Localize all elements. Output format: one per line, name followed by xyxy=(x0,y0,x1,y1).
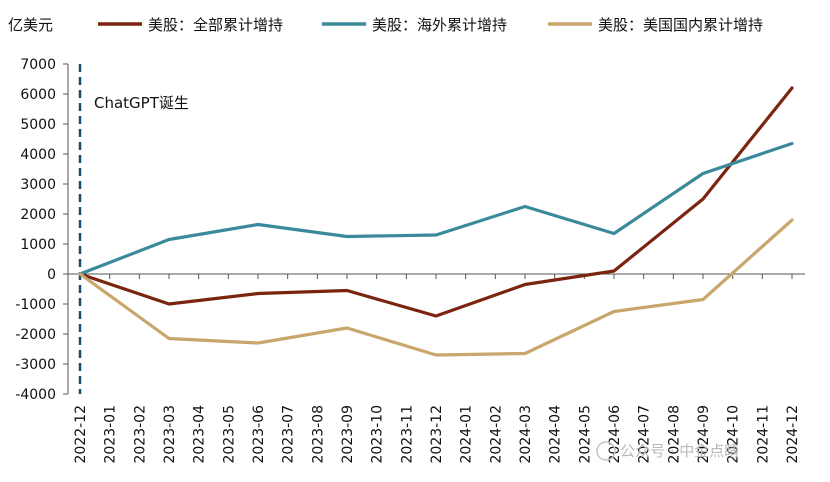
legend-label: 美股：全部累计增持 xyxy=(148,16,283,34)
series-line-3 xyxy=(78,218,794,357)
x-tick-label: 2023-03 xyxy=(162,405,178,464)
y-tick-label: 4000 xyxy=(20,147,56,163)
x-tick-label: 2024-05 xyxy=(577,405,593,464)
y-tick-label: -1000 xyxy=(15,297,56,313)
watermark: 公众号 · 中金点睛 xyxy=(596,441,739,461)
watermark-text: 公众号 · 中金点睛 xyxy=(620,442,739,460)
y-tick-label: 5000 xyxy=(20,117,56,133)
y-tick-label: 2000 xyxy=(20,207,56,223)
y-tick-label: 7000 xyxy=(20,57,56,73)
y-axis-ticks: 7000 6000 5000 4000 3000 2000 1000 0 -1000 -2000 -… xyxy=(15,57,68,403)
x-tick-label: 2024-07 xyxy=(637,405,653,464)
x-tick-label: 2024-06 xyxy=(607,405,623,464)
y-tick-label: -4000 xyxy=(15,387,56,403)
y-tick-label: -2000 xyxy=(15,327,56,343)
series-line-2 xyxy=(78,141,794,276)
series-line-1 xyxy=(78,86,794,318)
series-group xyxy=(78,86,794,357)
x-tick-label: 2023-08 xyxy=(310,405,326,464)
x-tick-label: 2023-12 xyxy=(429,405,445,464)
y-tick-label: 0 xyxy=(47,267,56,283)
x-tick-label: 2024-02 xyxy=(488,405,504,464)
x-tick-label: 2024-10 xyxy=(726,405,742,464)
x-tick-label: 2024-08 xyxy=(666,405,682,464)
x-tick-label: 2024-01 xyxy=(459,405,475,464)
x-tick-label: 2024-03 xyxy=(518,405,534,464)
x-tick-label: 2023-05 xyxy=(221,405,237,464)
chatgpt-annotation: ChatGPT诞生 xyxy=(94,94,189,112)
legend-label: 美股：美国国内累计增持 xyxy=(598,16,763,34)
x-tick-label: 2024-11 xyxy=(755,405,771,464)
y-axis-unit-label: 亿美元 xyxy=(8,16,53,34)
x-tick-label: 2023-02 xyxy=(132,405,148,464)
y-tick-label: 3000 xyxy=(20,177,56,193)
x-tick-label: 2023-01 xyxy=(103,405,119,464)
x-tick-label: 2023-09 xyxy=(340,405,356,464)
x-tick-label: 2023-11 xyxy=(399,405,415,464)
x-tick-label: 2024-12 xyxy=(785,405,801,464)
x-tick-label: 2023-07 xyxy=(281,405,297,464)
x-tick-label: 2023-06 xyxy=(251,405,267,464)
x-tick-label: 2024-09 xyxy=(696,405,712,464)
y-tick-label: 6000 xyxy=(20,87,56,103)
x-tick-label: 2022-12 xyxy=(73,405,89,464)
x-tick-label: 2023-04 xyxy=(192,405,208,464)
y-tick-label: -3000 xyxy=(15,357,56,373)
legend-label: 美股：海外累计增持 xyxy=(372,16,507,34)
legend: 美股：全部累计增持 美股：海外累计增持 美股：美国国内累计增持 xyxy=(98,16,763,34)
x-tick-label: 2023-10 xyxy=(370,405,386,464)
y-tick-label: 1000 xyxy=(20,237,56,253)
wechat-icon xyxy=(596,441,616,461)
x-axis-ticks: 2022-12 2023-01 2023-02 2023-03 2023-04 2023-… xyxy=(73,274,801,464)
x-tick-label: 2024-04 xyxy=(548,405,564,464)
